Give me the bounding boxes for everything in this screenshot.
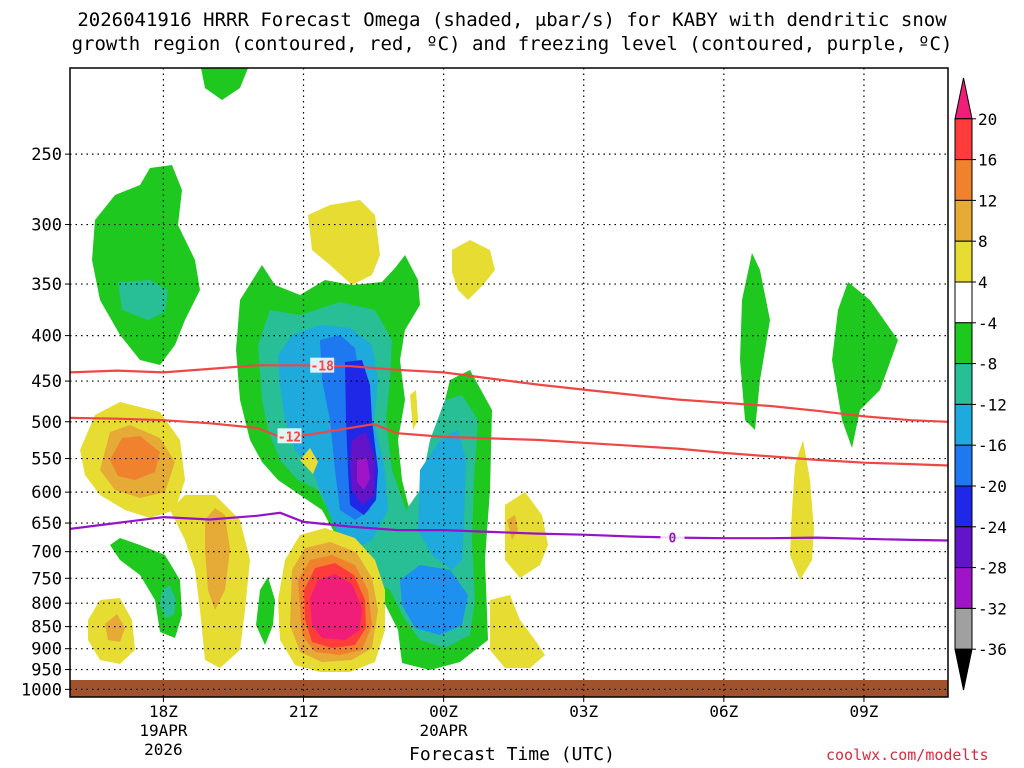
- contour-line-0: [70, 364, 948, 423]
- y-tick-label: 900: [31, 640, 62, 660]
- x-tick-label: 20APR: [420, 721, 469, 740]
- y-tick-label: 750: [31, 569, 62, 589]
- y-axis: 2503003504004505005506006507007508008509…: [21, 145, 70, 700]
- colorbar-swatch: [954, 322, 973, 365]
- colorbar-label: -24: [978, 518, 1007, 537]
- chart-title-line2: growth region (contoured, red, ºC) and f…: [71, 33, 953, 55]
- colorbar-swatch: [954, 159, 973, 201]
- colorbar-label: 12: [978, 191, 997, 210]
- y-tick-label: 400: [31, 327, 62, 347]
- colorbar-swatch: [954, 444, 973, 487]
- x-tick-label: 2026: [144, 740, 183, 759]
- colorbar-arrow-bottom: [954, 648, 973, 691]
- colorbar-swatch: [954, 199, 973, 242]
- plot-frame: [69, 67, 949, 698]
- colorbar-swatch: [954, 281, 973, 324]
- colorbar-label: -16: [978, 436, 1007, 455]
- x-tick-label: 18Z: [149, 702, 178, 721]
- y-tick-label: 550: [31, 450, 62, 470]
- source-credit[interactable]: coolwx.com/modelts: [826, 746, 989, 764]
- contour-label-bg: [660, 529, 685, 545]
- x-tick-label: 03Z: [569, 702, 598, 721]
- colorbar-label: -32: [978, 599, 1007, 618]
- contour-line-2: [70, 511, 948, 542]
- colorbar-label: -20: [978, 477, 1007, 496]
- colorbar-label: -36: [978, 640, 1007, 659]
- colorbar-swatch: [954, 118, 973, 161]
- y-tick-label: 650: [31, 514, 62, 534]
- colorbar-label: 16: [978, 151, 997, 170]
- colorbar-swatch: [954, 526, 973, 569]
- y-tick-label: 1000: [21, 680, 62, 700]
- contour-label: 0: [669, 531, 677, 546]
- colorbar-swatch: [954, 363, 973, 405]
- colorbar-label: -8: [978, 355, 997, 374]
- y-tick-label: 450: [31, 372, 62, 392]
- contour-label: -18: [310, 360, 334, 375]
- x-tick-label: 00Z: [429, 702, 458, 721]
- colorbar-swatch: [954, 485, 973, 528]
- colorbar-label: -28: [978, 559, 1007, 578]
- x-tick-label: 21Z: [289, 702, 318, 721]
- colorbar-swatch: [954, 240, 973, 283]
- contour-label: -12: [278, 430, 301, 445]
- x-tick-label: 06Z: [709, 702, 738, 721]
- x-tick-label: 09Z: [849, 702, 878, 721]
- y-tick-label: 850: [31, 618, 62, 638]
- x-axis-title: Forecast Time (UTC): [409, 744, 615, 765]
- colorbar-label: 8: [978, 232, 988, 251]
- colorbar-label: -12: [978, 395, 1007, 414]
- x-tick-label: 19APR: [139, 721, 188, 740]
- y-tick-label: 800: [31, 594, 62, 614]
- colorbar-swatch: [954, 567, 973, 609]
- colorbar-label: 4: [978, 273, 988, 292]
- contour-line-1: [70, 416, 948, 467]
- colorbar-label: 20: [978, 110, 997, 129]
- contour-label-bg: [310, 357, 335, 373]
- colorbar-swatch: [954, 403, 973, 446]
- y-tick-label: 300: [31, 216, 62, 236]
- chart-title-line1: 2026041916 HRRR Forecast Omega (shaded, …: [77, 9, 947, 31]
- y-tick-label: 500: [31, 413, 62, 433]
- colorbar: 20 16 12 8 4 -4 -8 -12 -16 -20 -24 -28 -32 -36: [954, 77, 1007, 691]
- temperature-contours: -18 -12 0: [70, 357, 948, 546]
- contour-label-bg: [277, 428, 302, 444]
- colorbar-swatch: [954, 607, 973, 650]
- y-tick-label: 700: [31, 543, 62, 563]
- colorbar-arrow-top: [954, 77, 973, 120]
- y-tick-label: 350: [31, 275, 62, 295]
- y-tick-label: 950: [31, 661, 62, 681]
- colorbar-label: -4: [978, 314, 997, 333]
- y-tick-label: 250: [31, 145, 62, 165]
- y-tick-label: 600: [31, 483, 62, 503]
